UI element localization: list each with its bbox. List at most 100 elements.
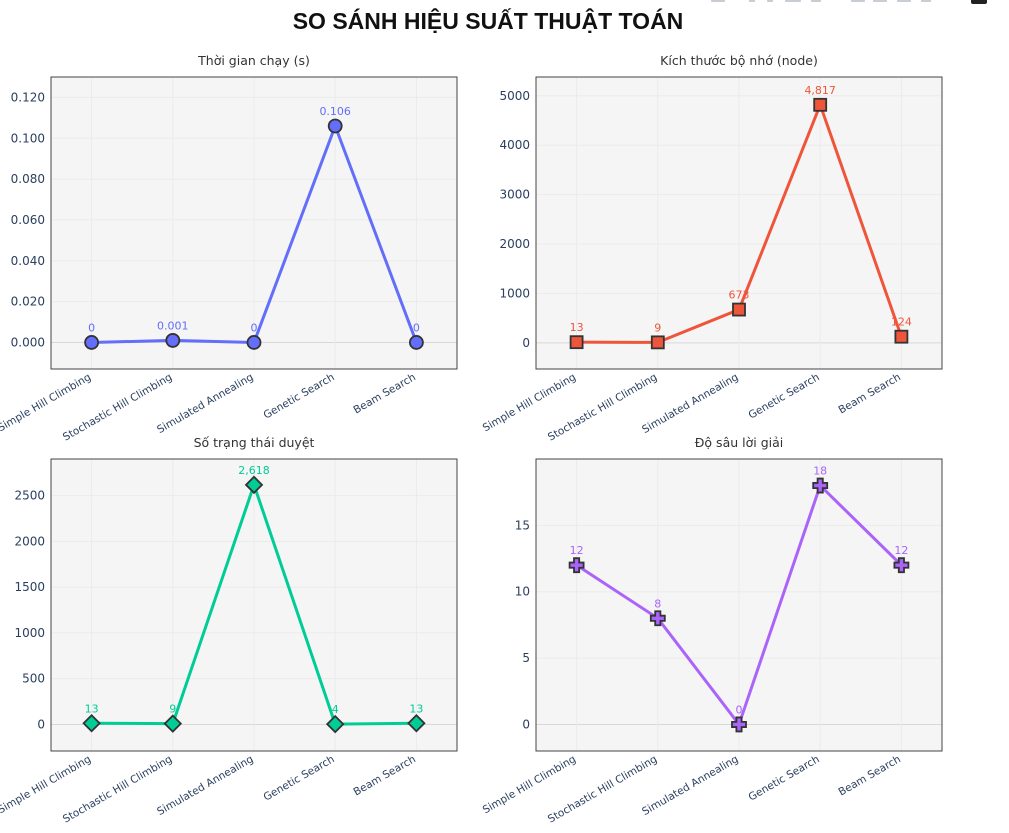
y-tick-label: 2500 [14,489,45,503]
data-label: 0.001 [157,319,189,332]
x-tick-label: Beam Search [351,753,417,798]
data-label: 0 [88,321,95,334]
x-tick-label: Beam Search [836,371,902,416]
y-tick-label: 15 [515,518,530,532]
plot-frame [535,76,943,370]
subplot-title: Số trạng thái duyệt [193,435,315,450]
x-tick-label: Simple Hill Climbing [0,753,93,816]
y-tick-label: 1000 [14,626,45,640]
data-point-marker [731,716,747,733]
data-label: 8 [654,597,661,610]
x-tick-label: Beam Search [836,753,902,798]
zoom-in-icon[interactable] [851,0,865,2]
data-point-marker [407,713,426,733]
data-point-marker [165,333,181,348]
plot-area [535,458,943,752]
data-label: 4 [332,703,339,716]
data-label: 13 [570,321,584,334]
data-point-marker [244,475,264,495]
y-tick-label: 0.060 [11,213,45,227]
y-tick-label: 1000 [499,286,530,300]
data-point-marker [246,335,262,350]
data-point-marker [732,302,746,317]
data-point-marker [649,610,666,627]
data-point-marker [325,714,345,734]
plot-frame [50,458,458,752]
series-line [91,483,417,726]
x-tick-label: Simple Hill Climbing [0,371,93,434]
pan-icon[interactable] [767,0,773,2]
plot-frame [535,458,943,752]
autoscale-icon[interactable] [897,0,911,2]
series-line [575,484,903,726]
y-tick-label: 0.080 [11,172,45,186]
plot-area [50,76,458,370]
data-label: 0 [251,321,258,334]
subplot-title: Thời gian chạy (s) [198,53,310,68]
x-tick-label: Beam Search [351,371,417,416]
data-point-marker [568,557,585,574]
page-title: SO SÁNH HIỆU SUẤT THUẬT TOÁN [292,8,684,34]
y-tick-label: 0 [522,336,530,350]
data-point-marker [893,557,910,574]
data-point-marker [813,97,828,112]
data-point-marker [82,713,101,733]
data-point-marker [163,714,183,733]
data-label: 18 [813,465,827,478]
zoom-icon[interactable] [749,0,755,2]
y-tick-label: 2000 [14,534,45,548]
x-tick-label: Simulated Annealing [640,753,740,818]
x-tick-label: Genetic Search [746,753,821,803]
box-select-icon[interactable] [785,0,801,2]
series-line [576,103,903,344]
y-tick-label: 0.120 [11,90,45,104]
data-point-marker [569,335,584,350]
data-label: 12 [894,544,908,557]
data-label: 12 [570,544,584,557]
x-tick-label: Genetic Search [261,371,336,421]
y-tick-label: 0.000 [11,335,45,349]
plotly-logo-icon[interactable] [971,0,987,4]
reset-axes-icon[interactable] [921,0,931,2]
x-tick-label: Simulated Annealing [155,753,255,818]
data-point-marker [650,335,665,350]
plot-area [535,76,943,370]
data-point-marker [812,477,829,494]
data-label: 0 [736,703,743,716]
x-tick-label: Stochastic Hill Climbing [546,753,659,825]
plot-frame [50,76,458,370]
x-tick-label: Stochastic Hill Climbing [61,371,174,443]
data-label: 13 [85,702,99,715]
lasso-icon[interactable] [811,0,821,2]
data-point-marker [84,335,99,350]
x-tick-label: Genetic Search [261,753,336,803]
y-tick-label: 0.040 [11,254,45,268]
y-tick-label: 5 [522,651,530,665]
y-tick-label: 4000 [499,138,530,152]
x-tick-label: Simple Hill Climbing [481,371,578,434]
x-tick-label: Simulated Annealing [640,371,740,436]
y-tick-label: 0 [37,717,45,731]
data-label: 13 [409,702,423,715]
y-tick-label: 0.020 [11,295,45,309]
data-point-marker [408,335,424,350]
data-point-marker [327,118,343,134]
subplot-title: Độ sâu lời giải [694,435,784,450]
y-tick-label: 10 [515,585,530,599]
y-tick-label: 1500 [14,580,45,594]
y-tick-label: 0 [522,717,530,731]
x-tick-label: Stochastic Hill Climbing [546,371,659,443]
plot-area [50,458,458,752]
data-label: 673 [729,289,750,302]
data-label: 9 [169,703,176,716]
data-label: 2,618 [238,464,270,477]
x-tick-label: Simple Hill Climbing [481,753,578,816]
camera-icon[interactable] [711,0,725,2]
y-tick-label: 3000 [499,188,530,202]
y-tick-label: 0.100 [11,131,45,145]
zoom-out-icon[interactable] [873,0,887,2]
